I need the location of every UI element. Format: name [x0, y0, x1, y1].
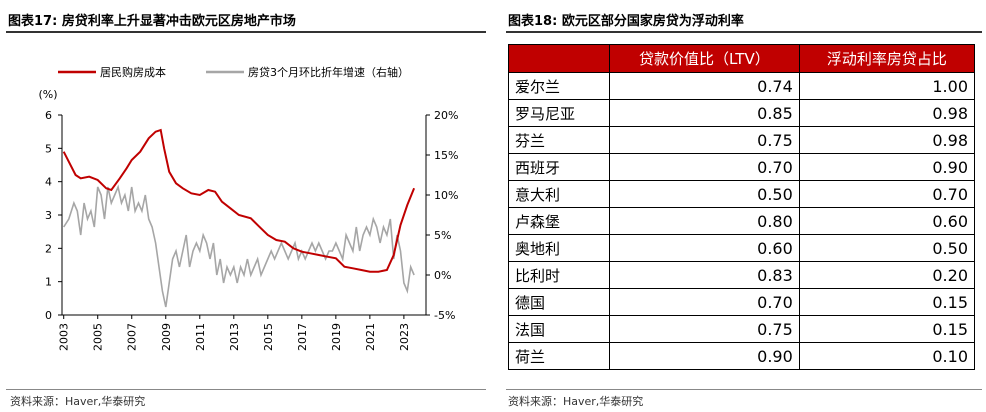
x-tick-label: 2019: [330, 323, 343, 351]
y-right-tick-label: 20%: [434, 109, 458, 122]
table-cell-ltv: 0.70: [609, 288, 800, 316]
x-tick-label: 2021: [364, 323, 377, 351]
table-cell-ltv: 0.75: [609, 315, 800, 343]
y-right-tick-label: 5%: [434, 229, 451, 242]
left-bottom-rule: [6, 389, 486, 390]
left-figure-title: 图表17: 房贷利率上升显著冲击欧元区房地产市场: [8, 14, 296, 29]
table-cell-floating-share: 0.60: [798, 207, 976, 235]
table-cell-country: 罗马尼亚: [508, 99, 610, 127]
right-source-note: 资料来源：Haver,华泰研究: [508, 395, 644, 408]
table-cell-floating-share: 0.50: [798, 234, 976, 262]
table-row: 卢森堡 0.80 0.60: [508, 207, 976, 235]
x-tick-label: 2023: [398, 323, 411, 351]
y-left-tick-label: 5: [45, 142, 52, 155]
y-right-tick-label: 10%: [434, 189, 458, 202]
table-row: 芬兰 0.75 0.98: [508, 126, 976, 154]
legend-label-series2: 房贷3个月环比折年增速（右轴）: [248, 65, 409, 79]
table-cell-country: 德国: [508, 288, 610, 316]
table-cell-ltv: 0.60: [609, 234, 800, 262]
x-tick-label: 2015: [262, 323, 275, 351]
x-tick-label: 2011: [194, 323, 207, 351]
legend-label-series1: 居民购房成本: [100, 65, 166, 79]
table-row: 奥地利 0.60 0.50: [508, 234, 976, 262]
y-right-tick-label: 15%: [434, 149, 458, 162]
table-row: 罗马尼亚 0.85 0.98: [508, 99, 976, 127]
y-left-tick-label: 4: [45, 176, 52, 189]
y-left-tick-label: 6: [45, 109, 52, 122]
right-bottom-rule: [506, 389, 982, 390]
table-cell-ltv: 0.80: [609, 207, 800, 235]
table-cell-country: 爱尔兰: [508, 72, 610, 100]
y-left-tick-label: 3: [45, 209, 52, 222]
series-line-housing-cost: [62, 128, 416, 273]
x-tick-label: 2003: [58, 323, 71, 351]
right-figure-panel: 图表18: 欧元区部分国家房贷为浮动利率 贷款价值比（LTV） 浮动利率房贷占比…: [506, 0, 982, 412]
table-cell-country: 比利时: [508, 261, 610, 289]
table-row: 德国 0.70 0.15: [508, 288, 976, 316]
table-row: 荷兰 0.90 0.10: [508, 342, 976, 370]
right-title-rule: [506, 31, 982, 33]
table-cell-country: 芬兰: [508, 126, 610, 154]
x-tick-label: 2009: [160, 323, 173, 351]
y-left-tick-label: 1: [45, 276, 52, 289]
y-unit-label: (%): [38, 88, 57, 101]
y-right-tick-label: -5%: [434, 309, 455, 322]
x-tick-label: 2017: [296, 323, 309, 351]
table-cell-floating-share: 1.00: [798, 72, 976, 100]
table-cell-floating-share: 0.20: [798, 261, 976, 289]
x-tick-label: 2013: [228, 323, 241, 351]
table-cell-ltv: 0.83: [609, 261, 800, 289]
table-cell-floating-share: 0.15: [798, 288, 976, 316]
table-row: 意大利 0.50 0.70: [508, 180, 976, 208]
table-cell-ltv: 0.85: [609, 99, 800, 127]
table-cell-ltv: 0.70: [609, 153, 800, 181]
table-header-ltv: 贷款价值比（LTV）: [609, 44, 800, 73]
table-cell-floating-share: 0.10: [798, 342, 976, 370]
table-cell-ltv: 0.90: [609, 342, 800, 370]
right-figure-title: 图表18: 欧元区部分国家房贷为浮动利率: [508, 14, 744, 29]
table-body: 爱尔兰 0.74 1.00 罗马尼亚 0.85 0.98 芬兰 0.75 0.98 西班牙 0.70…: [508, 72, 976, 370]
table-cell-country: 奥地利: [508, 234, 610, 262]
table-header-row: 贷款价值比（LTV） 浮动利率房贷占比: [508, 44, 976, 73]
y-right-tick-label: 0%: [434, 269, 451, 282]
table-header-floating-share: 浮动利率房贷占比: [798, 44, 976, 73]
y-left-tick-label: 0: [45, 309, 52, 322]
table-cell-floating-share: 0.15: [798, 315, 976, 343]
table-cell-country: 卢森堡: [508, 207, 610, 235]
table-cell-ltv: 0.75: [609, 126, 800, 154]
left-source-note: 资料来源：Haver,华泰研究: [10, 395, 146, 408]
table-cell-floating-share: 0.90: [798, 153, 976, 181]
table-cell-floating-share: 0.70: [798, 180, 976, 208]
table-row: 法国 0.75 0.15: [508, 315, 976, 343]
table-cell-floating-share: 0.98: [798, 126, 976, 154]
table-cell-country: 意大利: [508, 180, 610, 208]
x-tick-label: 2007: [126, 323, 139, 351]
table-row: 西班牙 0.70 0.90: [508, 153, 976, 181]
left-title-rule: [6, 31, 486, 33]
table-cell-ltv: 0.50: [609, 180, 800, 208]
table-row: 爱尔兰 0.74 1.00: [508, 72, 976, 100]
series-line-mortgage-growth: [63, 184, 415, 308]
table-cell-country: 法国: [508, 315, 610, 343]
left-figure-panel: 图表17: 房贷利率上升显著冲击欧元区房地产市场 0 1 2 3 4 5 6 -5% 0% 5% 1…: [0, 0, 486, 412]
y-left-tick-label: 2: [45, 242, 52, 255]
table-cell-country: 西班牙: [508, 153, 610, 181]
table-row: 比利时 0.83 0.20: [508, 261, 976, 289]
table-cell-country: 荷兰: [508, 342, 610, 370]
ltv-table: 贷款价值比（LTV） 浮动利率房贷占比 爱尔兰 0.74 1.00 罗马尼亚 0.85 0…: [508, 44, 976, 370]
line-chart: 0 1 2 3 4 5 6 -5% 0% 5% 10% 15% 20% 2003 2005 2007 2009 2…: [38, 65, 458, 351]
x-tick-label: 2005: [92, 323, 105, 351]
table-cell-floating-share: 0.98: [798, 99, 976, 127]
table-cell-ltv: 0.74: [609, 72, 800, 100]
table-header-country: [508, 44, 610, 73]
